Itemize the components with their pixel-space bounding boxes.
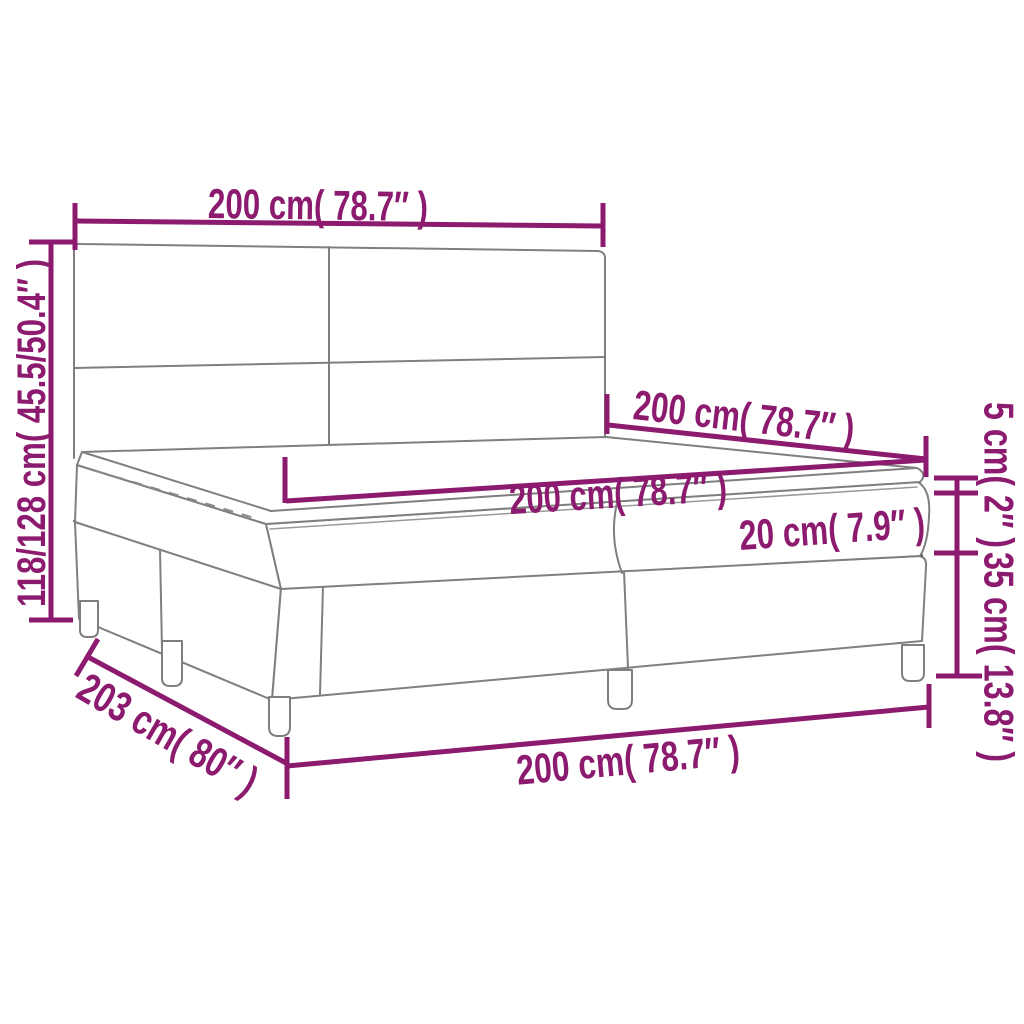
topper-thickness-label: 5 cm( 2″ ) — [976, 402, 1023, 548]
base-height-label: 35 cm( 13.8″ ) — [976, 552, 1023, 762]
bed-leg-front-right — [901, 644, 925, 682]
bed-leg-mid-left — [161, 640, 183, 687]
topper-top-left-edge — [81, 451, 272, 512]
dimension-line — [86, 654, 288, 766]
headboard-outline — [73, 242, 606, 459]
dimension-line — [74, 218, 604, 229]
bed-leg-front-left — [268, 696, 291, 737]
dimension-tick — [73, 637, 101, 678]
headboard — [73, 242, 606, 459]
dimension-line — [285, 457, 927, 504]
box-corner-seam — [319, 585, 324, 695]
mattress-top-seam — [269, 486, 918, 530]
topper-stitch-seam — [95, 470, 259, 520]
dim-headboard-width: 200 cm( 78.7″ ) — [72, 180, 606, 250]
topper-top-front-edge — [270, 467, 918, 512]
mattress-center-split — [613, 502, 623, 574]
mattress — [74, 464, 931, 590]
mattress-front-face — [265, 481, 931, 590]
frame-width-label: 200 cm( 78.7″ ) — [514, 726, 741, 793]
dim-right-heights: 5 cm( 2″ ) 35 cm( 13.8″ ) — [934, 402, 1023, 762]
box-center-split — [623, 570, 629, 669]
bed-leg-front-center — [607, 669, 633, 710]
legs — [79, 600, 925, 737]
dim-total-height: 118/128 cm( 45.5/50.4″ ) — [10, 239, 73, 623]
box-left-panel-seam — [159, 548, 163, 651]
total-height-label: 118/128 cm( 45.5/50.4″ ) — [10, 259, 54, 607]
headboard-horizontal-divider — [73, 356, 606, 369]
dimension-line — [607, 422, 927, 462]
headboard-width-label: 200 cm( 78.7″ ) — [208, 180, 429, 230]
dimension-line — [286, 704, 930, 769]
bed-leg-back-left — [79, 600, 99, 638]
